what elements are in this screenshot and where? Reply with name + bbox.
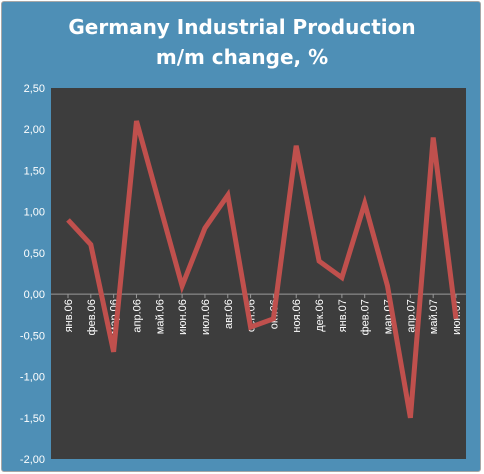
y-tick-label: 1,50 xyxy=(24,165,45,177)
y-tick-label: 2,00 xyxy=(24,124,45,136)
x-tick-label: авг.06 xyxy=(223,299,235,329)
chart-title-line1: Germany Industrial Production xyxy=(68,15,416,39)
x-tick-label: ноя.06 xyxy=(291,299,303,332)
chart-title-line2: m/m change, % xyxy=(155,45,329,69)
x-tick-label: янв.06 xyxy=(63,299,75,332)
x-tick-label: май.06 xyxy=(154,299,166,334)
y-axis: 2,50 2,00 1,50 1,00 0,50 0,00 -0,50 -1,00 -1,50 -… xyxy=(20,83,45,466)
x-tick-label: дек.06 xyxy=(314,299,326,332)
chart-title: Germany Industrial Production m/m change… xyxy=(0,12,484,72)
x-tick-label: янв.07 xyxy=(337,299,349,332)
x-tick-label: апр.07 xyxy=(405,299,417,332)
plot-area xyxy=(51,88,466,459)
y-tick-label: -1,50 xyxy=(20,413,45,425)
y-tick-label: -1,00 xyxy=(20,372,45,384)
x-tick-label: апр.06 xyxy=(131,299,143,332)
x-tick-label: фев.07 xyxy=(360,299,372,335)
y-tick-label: 0,00 xyxy=(24,289,45,301)
x-tick-label: май.07 xyxy=(428,299,440,334)
y-tick-label: -0,50 xyxy=(20,330,45,342)
y-tick-label: 2,50 xyxy=(24,83,45,95)
series-line xyxy=(66,120,459,419)
y-tick-label: -2,00 xyxy=(20,454,45,466)
y-tick-label: 1,00 xyxy=(24,207,45,219)
x-tick-label: июл.06 xyxy=(200,299,212,335)
y-tick-label: 0,50 xyxy=(24,248,45,260)
x-tick-label: июн.06 xyxy=(177,299,189,335)
x-tick-label: фев.06 xyxy=(86,299,98,335)
